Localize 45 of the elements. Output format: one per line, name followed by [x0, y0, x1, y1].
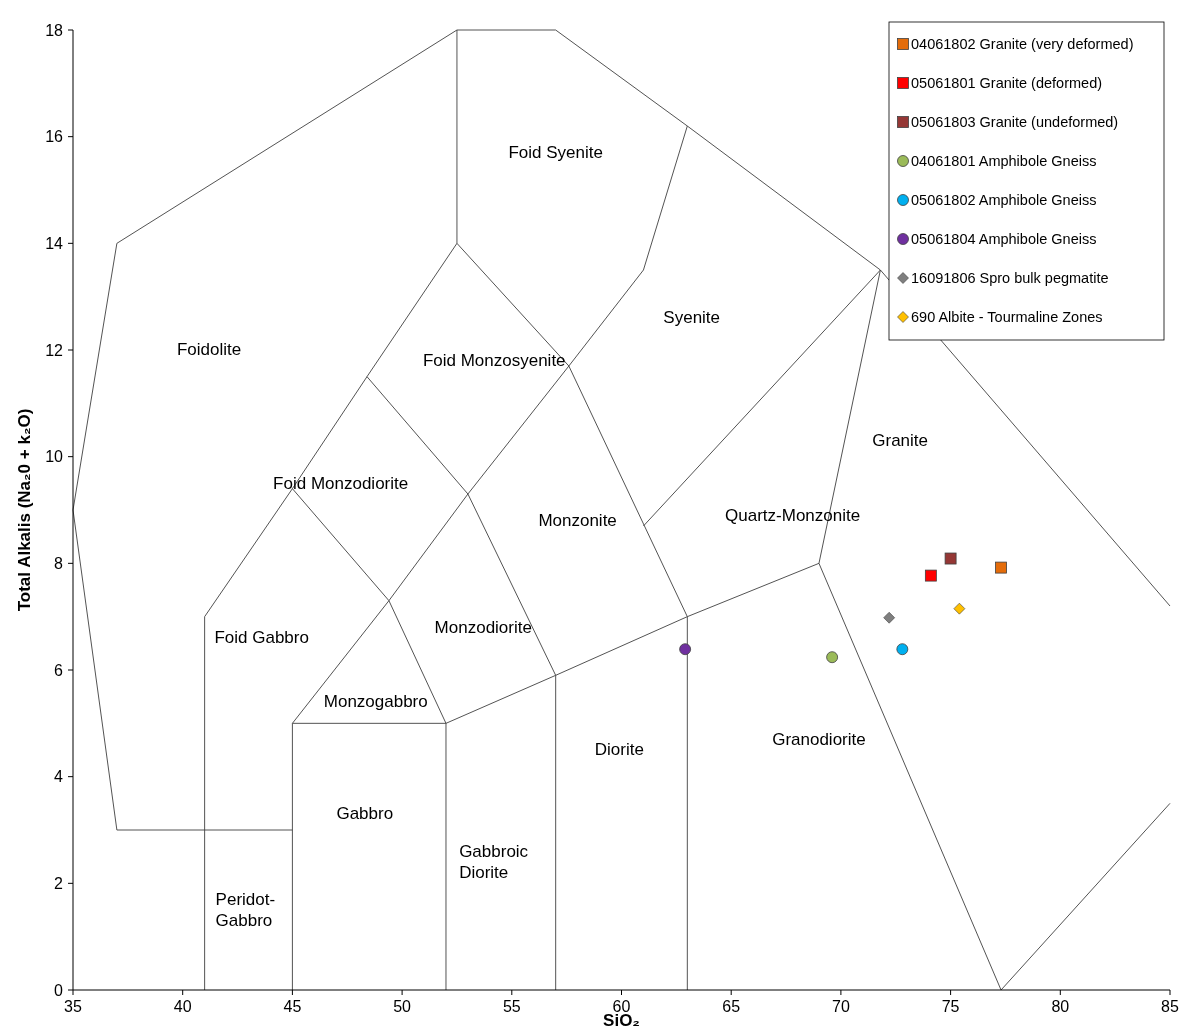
legend-label: 05061802 Amphibole Gneiss [911, 192, 1097, 209]
y-tick-label: 0 [54, 981, 64, 999]
legend-label: 04061801 Amphibole Gneiss [911, 153, 1097, 170]
annotation: Monzonite [538, 511, 617, 530]
legend-label: 05061801 Granite (deformed) [911, 75, 1103, 92]
annotation: Gabbroic Diorite [459, 841, 529, 882]
annotation: Syenite [663, 308, 721, 328]
y-tick-label: 4 [54, 768, 64, 786]
annotation: Foidolite [176, 340, 242, 360]
y-tick-label: 10 [45, 448, 64, 466]
y-tick-label: 18 [45, 21, 64, 39]
x-tick-label: 65 [722, 998, 741, 1015]
x-tick-label: 75 [941, 998, 960, 1015]
legend-label: 05061804 Amphibole Gneiss [911, 231, 1097, 248]
annotation: Granite [872, 431, 929, 450]
annotation: Gabbro [336, 804, 394, 824]
annotation: Foid Gabbro [214, 628, 309, 648]
x-tick-label: 50 [393, 998, 412, 1015]
annotation: Diorite [594, 740, 644, 760]
y-tick-label: 16 [45, 128, 64, 146]
annotation: Peridot-Gabbro [215, 889, 276, 930]
x-tick-label: 80 [1051, 998, 1070, 1015]
annotation: Monzodiorite [434, 617, 532, 637]
annotation: Monzogabbro [323, 692, 428, 712]
annotation: Foid Syenite [508, 143, 603, 162]
x-tick-label: 45 [283, 998, 302, 1015]
x-tick-label: 55 [502, 998, 521, 1015]
legend-label: 04061802 Granite (very deformed) [911, 36, 1134, 53]
y-tick-label: 2 [54, 874, 64, 892]
x-tick-label: 35 [64, 998, 82, 1015]
annotation: Foid Monzodiorite [273, 473, 409, 493]
x-tick-label: 85 [1161, 998, 1179, 1015]
annotation: Granodiorite [772, 729, 866, 749]
legend-label: 690 Albite - Tourmaline Zones [911, 309, 1103, 326]
y-tick-label: 6 [54, 661, 64, 679]
y-axis-title: Total Alkalis (Na₂0 + k₂O) [15, 408, 34, 612]
y-tick-label: 8 [54, 554, 64, 572]
x-tick-label: 40 [173, 998, 192, 1015]
legend-label: 16091806 Spro bulk pegmatite [911, 270, 1109, 287]
legend-label: 05061803 Granite (undeformed) [911, 114, 1119, 131]
annotation: Quartz-Monzonite [725, 505, 861, 525]
annotation: Foid Monzosyenite [422, 351, 566, 370]
x-tick-label: 70 [832, 998, 850, 1015]
y-tick-label: 12 [45, 341, 64, 359]
y-tick-label: 14 [45, 234, 64, 252]
